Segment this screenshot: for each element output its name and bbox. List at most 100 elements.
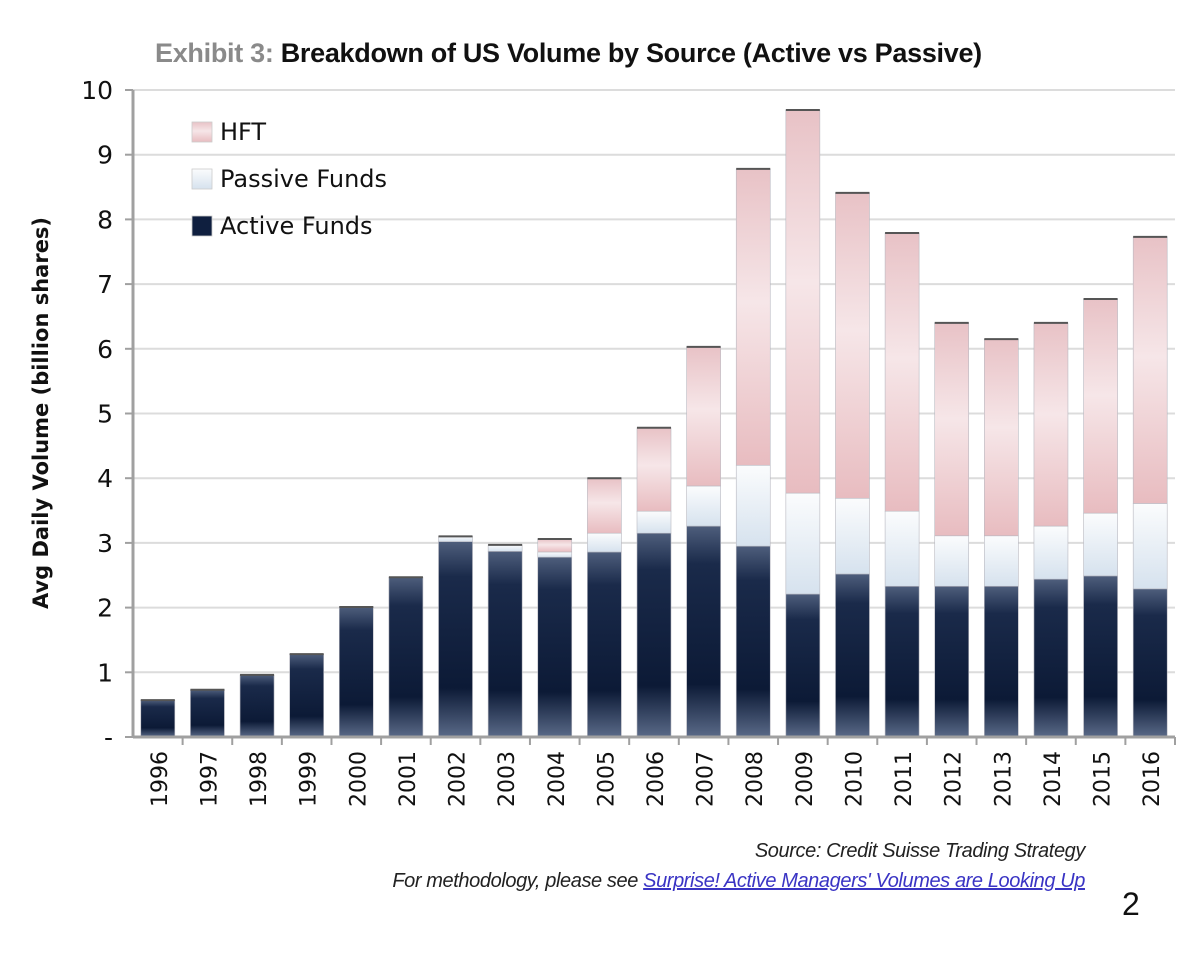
x-tick-label: 2001 (396, 751, 421, 807)
legend-label: Active Funds (220, 212, 373, 240)
bar-segment-hft (1033, 322, 1069, 527)
bar-segment-active (438, 541, 473, 738)
bar-segment-hft (1083, 298, 1118, 514)
bar-stack-2012 (934, 321, 970, 738)
bar-segment-active (1083, 575, 1118, 738)
bar-segment-hft (587, 477, 622, 534)
legend: HFT Passive Funds Active Funds (191, 118, 387, 240)
bar-segment-active (338, 606, 374, 738)
legend-item-passive: Passive Funds (191, 165, 387, 193)
bar-stack-2009 (785, 109, 821, 738)
x-tick-label: 2008 (743, 751, 768, 807)
x-tick-label: 2003 (495, 751, 520, 807)
y-tick-label: 3 (97, 529, 113, 558)
y-tick-label: 10 (81, 76, 113, 105)
bar-segment-active (984, 585, 1019, 738)
bar-segment-hft (686, 346, 721, 487)
x-tick-labels: 1996 1997 1998 1999 2000 2001 2002 2003 2004 2005… (148, 751, 1165, 807)
page-number: 2 (1122, 886, 1140, 922)
x-tick-label: 2007 (694, 751, 719, 807)
bar-segment-active (388, 576, 424, 738)
y-axis-label: Avg Daily Volume (billion shares) (29, 217, 53, 609)
y-tick-label: 1 (97, 658, 113, 687)
methodology-link[interactable]: Surprise! Active Managers' Volumes are L… (643, 870, 1085, 892)
bar-segment-hft (1132, 236, 1168, 504)
x-tick-label: 2005 (594, 751, 619, 807)
bar-segment-hft (884, 232, 920, 512)
x-tick-label: 2009 (793, 751, 818, 807)
bar-stack-2011 (884, 231, 920, 738)
y-tick-label: 2 (97, 594, 113, 623)
bar-segment-active (785, 593, 821, 738)
bar-segment-active (884, 585, 920, 738)
bar-segment-active (835, 573, 870, 738)
bar-segment-hft (785, 109, 821, 494)
y-tick-label: 4 (97, 464, 113, 493)
chart-title-main: Breakdown of US Volume by Source (Active… (280, 38, 982, 68)
x-tick-label: 2016 (1140, 751, 1165, 807)
bar-stack-2001 (388, 576, 424, 738)
bar-segment-active (636, 532, 672, 738)
bar-stack-1998 (239, 673, 275, 738)
legend-label: HFT (220, 118, 266, 146)
legend-swatch (191, 168, 213, 190)
bar-stack-2013 (984, 338, 1019, 738)
x-tick-label: 2004 (545, 751, 570, 807)
bar-segment-passive (1033, 525, 1069, 580)
bar-segment-passive (587, 532, 622, 553)
bar-segment-passive (686, 485, 721, 527)
y-tick-label: 7 (97, 270, 113, 299)
legend-label: Passive Funds (220, 165, 387, 193)
chart-title: Exhibit 3: Breakdown of US Volume by Sou… (155, 38, 982, 69)
bar-stack-2010 (835, 191, 870, 738)
methodology-prefix: For methodology, please see (392, 870, 644, 892)
bar-stack-2007 (686, 345, 721, 738)
bar-stack-2004 (537, 538, 573, 738)
bar-segment-passive (636, 510, 672, 534)
bar-segment-passive (984, 535, 1019, 587)
bar-stack-2005 (587, 477, 622, 738)
bar-segment-active (487, 551, 523, 738)
bar-segment-passive (835, 497, 870, 575)
bar-segment-passive (934, 535, 970, 587)
bar-segment-active (140, 699, 176, 738)
bar-stack-2003 (487, 543, 523, 738)
bar-stack-2016 (1132, 235, 1168, 738)
x-tick-label: 1996 (148, 751, 173, 807)
legend-swatch (191, 121, 213, 143)
methodology-note: For methodology, please see Surprise! Ac… (392, 870, 1085, 893)
bar-segment-hft (537, 538, 573, 553)
bar-segment-active (735, 545, 771, 738)
axes (125, 89, 1176, 745)
bar-segment-active (190, 689, 225, 738)
exhibit-label: Exhibit 3: (155, 38, 274, 68)
x-tick-label: 2015 (1091, 751, 1116, 807)
x-tick-label: 1998 (247, 751, 272, 807)
bar-segment-hft (735, 168, 771, 466)
y-tick-label: - (104, 723, 113, 752)
x-tick-label: 1999 (297, 751, 322, 807)
bar-stack-2002 (438, 535, 473, 738)
bar-segment-active (1033, 578, 1069, 738)
y-tick-label: 9 (97, 141, 113, 170)
bar-segment-active (934, 585, 970, 738)
bar-stack-2015 (1083, 297, 1118, 738)
y-tick-label: 6 (97, 335, 113, 364)
x-tick-label: 1997 (197, 751, 222, 807)
legend-item-active: Active Funds (191, 212, 373, 240)
bar-stack-2000 (338, 605, 374, 738)
bar-stack-1997 (190, 688, 225, 738)
bar-segment-active (587, 551, 622, 738)
legend-item-hft: HFT (191, 118, 266, 146)
bar-segment-passive (537, 551, 573, 558)
y-tick-labels: - 1 2 3 4 5 6 7 8 9 10 (81, 76, 113, 752)
source-note: Source: Credit Suisse Trading Strategy (754, 840, 1086, 862)
bar-stack-2008 (735, 167, 771, 738)
bar-segment-passive (884, 510, 920, 587)
bars (140, 109, 1168, 738)
bar-segment-hft (934, 322, 970, 537)
bar-segment-active (686, 525, 721, 738)
bar-segment-passive (1083, 512, 1118, 577)
bar-segment-hft (636, 427, 672, 512)
